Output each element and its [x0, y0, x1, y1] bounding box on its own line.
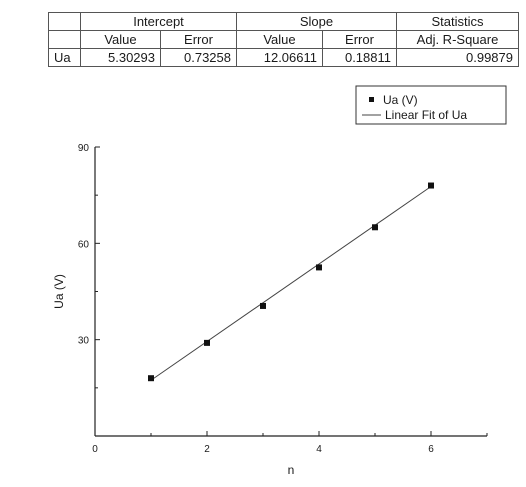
y-tick-label: 30 — [78, 336, 90, 347]
data-point — [428, 182, 434, 189]
y-tick-label: 60 — [78, 239, 90, 250]
intercept-value-cell: 5.30293 — [80, 48, 161, 67]
fit-line-layer — [150, 186, 432, 381]
y-tick-label: 90 — [78, 143, 90, 154]
x-axis-label: n — [288, 463, 295, 477]
intercept-error-header: Error — [160, 30, 237, 49]
data-point — [260, 302, 266, 309]
x-tick-label: 4 — [316, 444, 322, 455]
intercept-value-header: Value — [80, 30, 161, 49]
table-row: Ua 5.30293 0.73258 12.06611 0.18811 0.99… — [48, 48, 519, 67]
slope-error-cell: 0.18811 — [322, 48, 397, 67]
tick-labels-layer: 0 2 4 6 30 60 90 — [78, 143, 434, 455]
y-axis-label: Ua (V) — [52, 274, 66, 309]
row-label: Ua — [48, 48, 81, 67]
x-tick-label: 2 — [204, 444, 210, 455]
legend-label-points: Ua (V) — [383, 93, 418, 107]
data-point — [148, 375, 154, 382]
table-group-header-row: Intercept Slope Statistics — [48, 12, 519, 31]
data-point — [372, 224, 378, 231]
adj-r-square-cell: 0.99879 — [396, 48, 519, 67]
legend-point-marker — [369, 97, 374, 102]
x-tick-label: 6 — [428, 444, 434, 455]
chart-axes — [94, 146, 488, 437]
chart-legend: Ua (V) Linear Fit of Ua — [355, 85, 507, 125]
data-points-layer — [148, 182, 434, 382]
fit-results-table: Intercept Slope Statistics Value Error V… — [48, 12, 519, 67]
data-point — [204, 339, 210, 346]
x-tick-label: 0 — [92, 444, 98, 455]
intercept-error-cell: 0.73258 — [160, 48, 237, 67]
legend-box — [355, 85, 507, 125]
table-sub-header-row: Value Error Value Error Adj. R-Square — [48, 30, 519, 49]
fit-line — [150, 186, 432, 381]
data-point — [316, 264, 322, 271]
slope-value-cell: 12.06611 — [236, 48, 323, 67]
legend-label-fit: Linear Fit of Ua — [385, 108, 467, 122]
